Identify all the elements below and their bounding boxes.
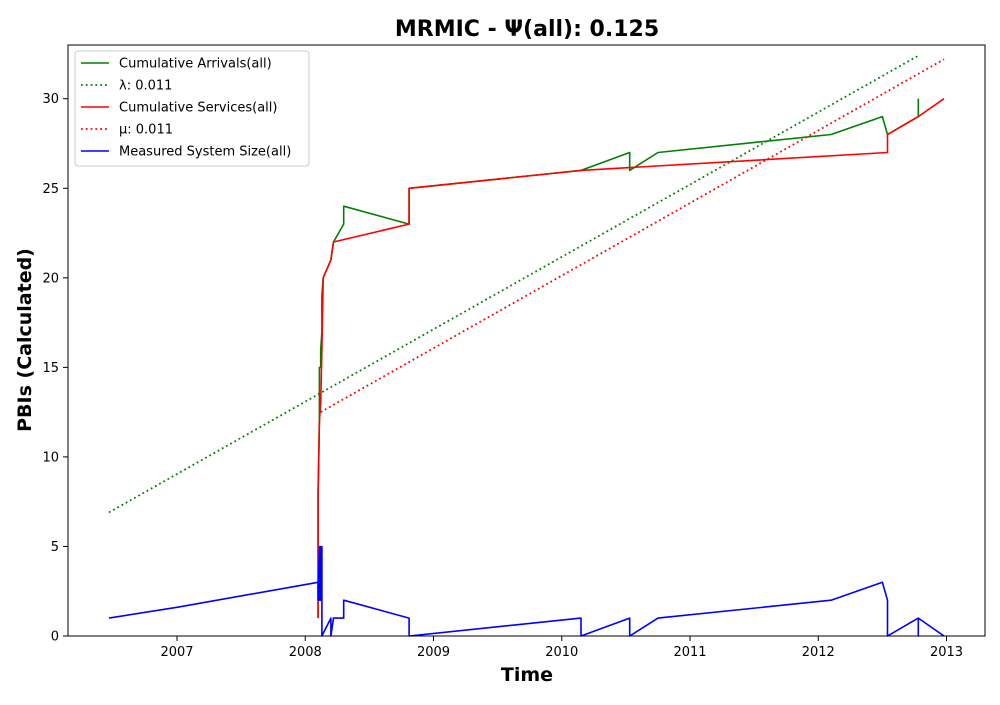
x-tick-label: 2013 [930, 645, 963, 660]
legend-label: Cumulative Services(all) [119, 101, 277, 116]
x-tick-label: 2007 [160, 645, 193, 660]
x-axis-label: Time [501, 664, 553, 686]
x-tick-label: 2012 [802, 645, 835, 660]
series-line-0-011 [108, 54, 919, 514]
legend-label: λ: 0.011 [119, 79, 172, 94]
legend-label: Cumulative Arrivals(all) [119, 57, 272, 72]
y-tick-label: 25 [42, 182, 59, 197]
series-line-measured-system-size-all [108, 545, 945, 637]
series-layer [108, 54, 945, 637]
y-tick-label: 10 [42, 450, 59, 465]
legend-box [74, 50, 310, 167]
x-tick-label: 2009 [417, 645, 450, 660]
y-tick-label: 20 [42, 271, 59, 286]
x-tick-label: 2011 [673, 645, 706, 660]
y-axis-label: PBIs (Calculated) [14, 248, 36, 432]
y-tick-label: 15 [42, 361, 59, 376]
y-tick-label: 30 [42, 92, 59, 107]
x-axis-ticks: 2007 2008 2009 2010 2011 2012 2013 [160, 636, 963, 660]
x-tick-label: 2010 [545, 645, 578, 660]
legend-label: Measured System Size(all) [119, 145, 291, 160]
series-line-cumulative-services-all [317, 98, 945, 619]
y-axis-ticks: 0 5 10 15 20 25 30 [42, 92, 68, 645]
plot-frame [67, 44, 986, 637]
chart-title: MRMIC - Ψ(all): 0.125 [395, 17, 659, 42]
series-line-cumulative-arrivals-all [317, 98, 920, 619]
x-tick-label: 2008 [289, 645, 322, 660]
legend: Cumulative Arrivals(all) λ: 0.011 Cumulati… [74, 50, 310, 167]
y-tick-label: 5 [51, 540, 59, 555]
y-tick-label: 0 [51, 630, 59, 645]
series-line-0-011 [320, 58, 945, 413]
legend-label: μ: 0.011 [119, 123, 173, 138]
